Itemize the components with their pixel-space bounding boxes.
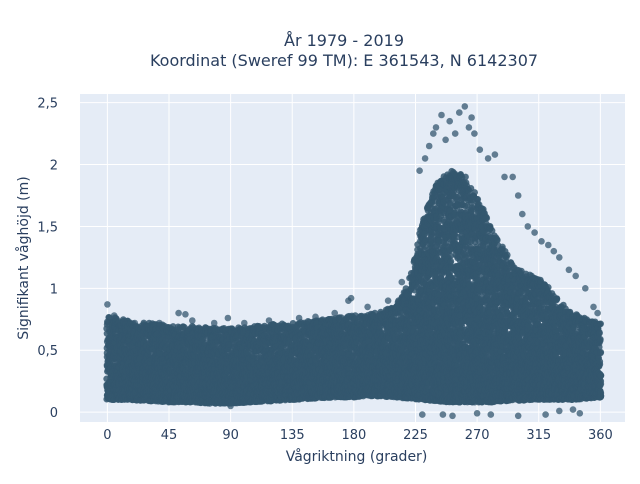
chart-title-line-2: Koordinat (Sweref 99 TM): E 361543, N 61…: [150, 51, 538, 70]
chart-title-line-1: År 1979 - 2019: [284, 31, 404, 50]
